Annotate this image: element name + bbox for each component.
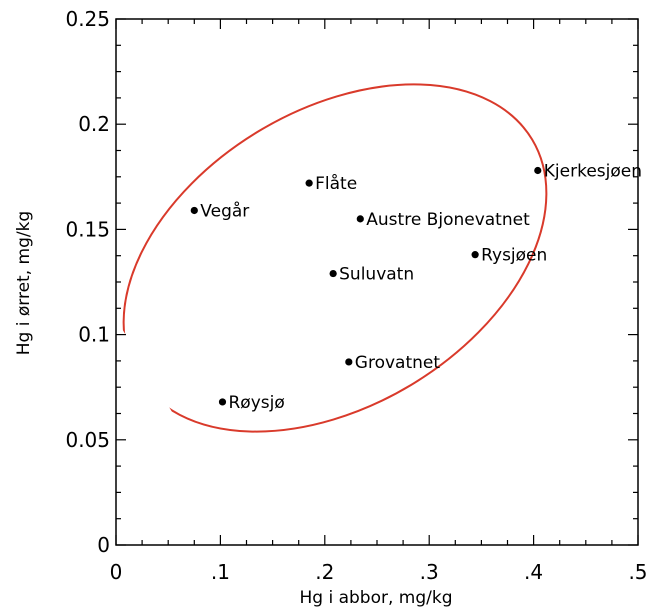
point-marker <box>190 206 198 215</box>
axis-tick-labels: 0.1.2.3.4.500.050.10.150.20.25 <box>65 7 646 584</box>
point-marker <box>471 251 479 259</box>
axis-ticks <box>115 18 639 546</box>
y-tick-label: 0.05 <box>65 428 110 452</box>
point-label: Rysjøen <box>481 246 547 266</box>
point-label: Grovatnet <box>355 353 441 373</box>
point-label: Kjerkesjøen <box>544 161 642 181</box>
data-point: Flåte <box>305 173 357 194</box>
point-label: Suluvatn <box>339 265 414 285</box>
data-point: Austre Bjonevatnet <box>356 210 530 230</box>
point-label: Vegår <box>200 200 249 221</box>
point-label: Røysjø <box>228 393 284 413</box>
point-marker <box>534 166 542 175</box>
point-label: Austre Bjonevatnet <box>366 210 530 230</box>
x-tick-label: .4 <box>524 560 543 584</box>
point-marker <box>305 179 313 187</box>
data-points: Vegår Flåte Austre Bjonevatnet Kjerkesjøen R… <box>190 161 642 413</box>
x-tick-label: .5 <box>628 560 646 584</box>
y-tick-label: 0.15 <box>65 217 110 241</box>
x-tick-label: .3 <box>420 560 439 584</box>
y-tick-label: 0.2 <box>78 112 110 136</box>
data-point: Rysjøen <box>471 246 547 266</box>
point-label: Flåte <box>315 173 357 194</box>
data-point: Røysjø <box>218 393 285 413</box>
data-point: Kjerkesjøen <box>534 161 642 181</box>
y-tick-label: 0 <box>97 533 110 557</box>
x-tick-label: 0 <box>110 560 123 584</box>
point-marker <box>329 269 337 278</box>
x-axis-title: Hg i abbor, mg/kg <box>299 588 452 608</box>
x-tick-label: .2 <box>315 560 334 584</box>
y-tick-label: 0.25 <box>65 7 110 31</box>
data-point: Grovatnet <box>345 353 440 373</box>
data-point: Vegår <box>190 200 249 221</box>
y-axis-title: Hg i ørret, mg/kg <box>14 211 34 355</box>
x-tick-label: .1 <box>211 560 230 584</box>
y-tick-label: 0.1 <box>78 323 110 347</box>
point-marker <box>345 358 353 366</box>
point-marker <box>218 398 227 406</box>
point-marker <box>356 215 364 223</box>
data-point: Suluvatn <box>329 265 414 285</box>
